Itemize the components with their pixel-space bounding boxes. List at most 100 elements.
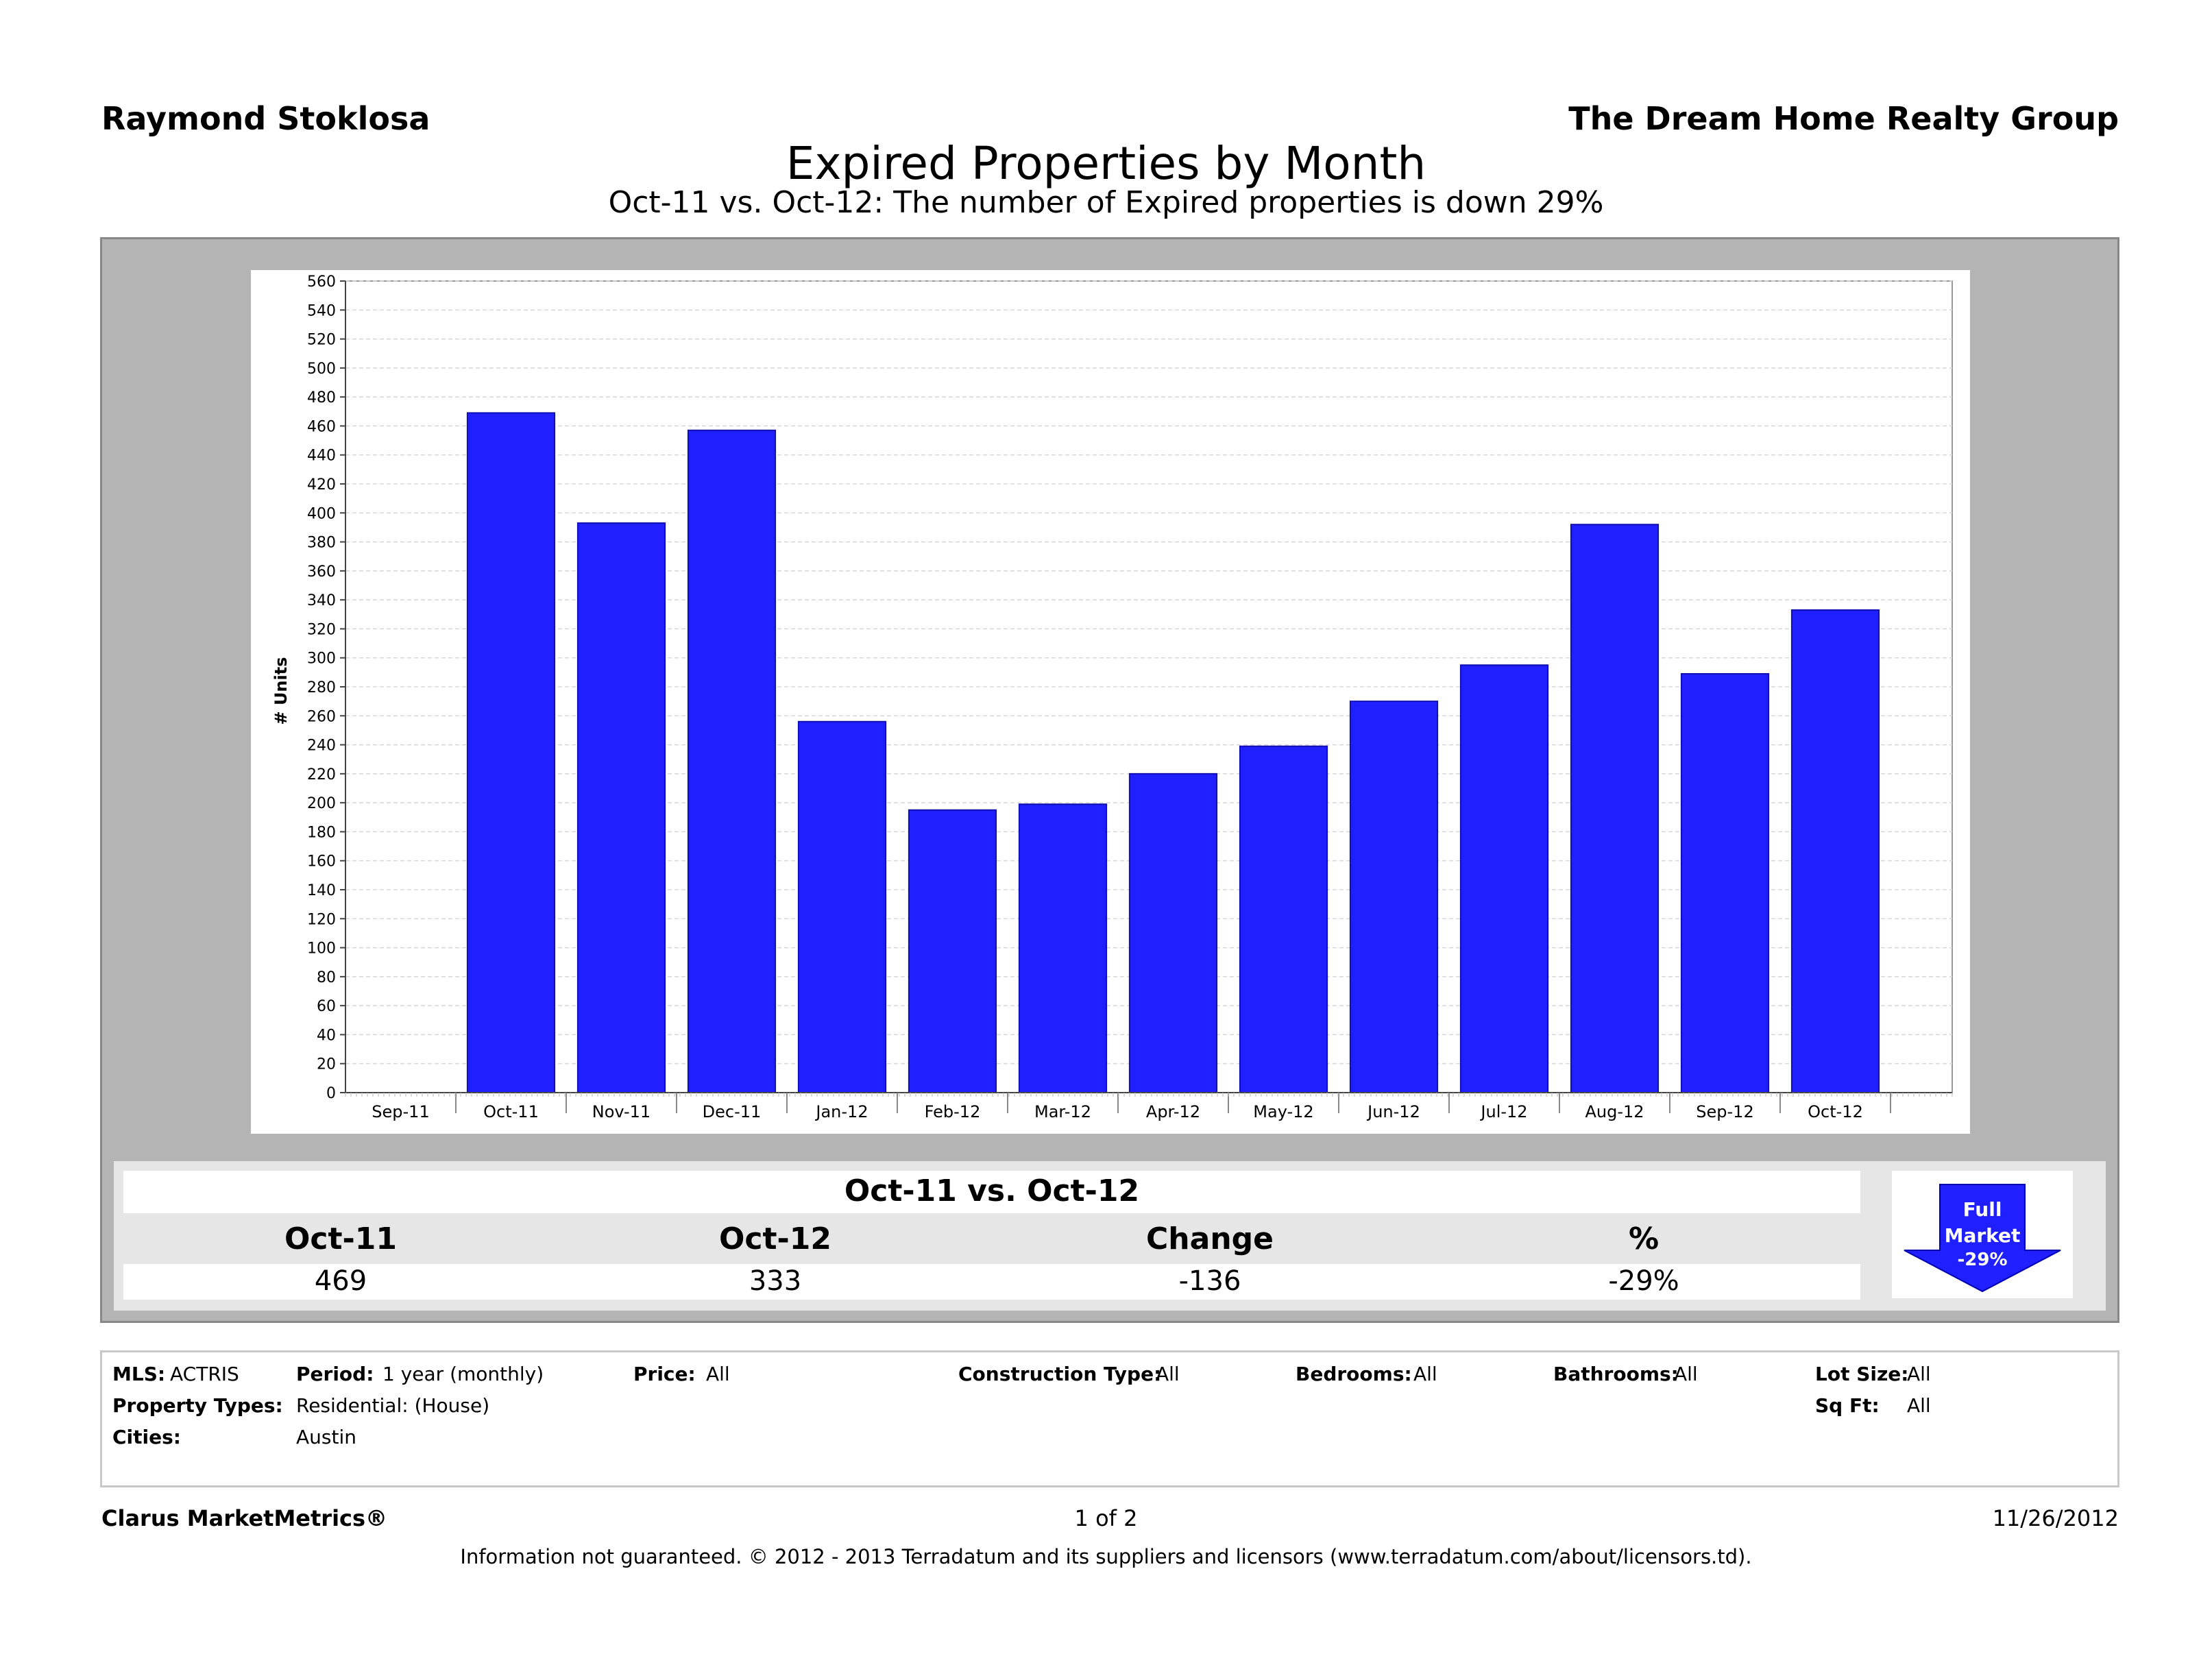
y-tick-label: 60 xyxy=(317,998,336,1015)
bar-nov-11 xyxy=(576,522,666,1094)
x-tick-label: Aug-12 xyxy=(1585,1102,1644,1121)
x-tick-label: Oct-11 xyxy=(483,1102,539,1121)
bar-chart: 0 20 40 60 80 100 120 140 160 180 200 220 240 260 280 3… xyxy=(251,270,1970,1134)
x-tick-label: Mar-12 xyxy=(1034,1102,1091,1121)
y-tick-label: 260 xyxy=(307,708,336,725)
x-tick-label: Jul-12 xyxy=(1479,1102,1527,1121)
bar-sep-12 xyxy=(1680,672,1770,1093)
bar-jul-12 xyxy=(1459,664,1549,1093)
y-tick-label: 540 xyxy=(307,302,336,319)
bar-aug-12 xyxy=(1570,524,1660,1093)
y-tick-label: 560 xyxy=(307,273,336,291)
y-tick-label: 180 xyxy=(307,824,336,841)
x-tick-label: Oct-12 xyxy=(1808,1102,1863,1121)
y-tick-label: 340 xyxy=(307,592,336,609)
y-tick-label: 80 xyxy=(317,969,336,986)
y-tick-label: 360 xyxy=(307,563,336,581)
full-market-badge: Full Market -29% xyxy=(1892,1171,2073,1298)
summary-value-change: -136 xyxy=(1178,1265,1241,1297)
x-tick-label: Nov-11 xyxy=(592,1102,651,1121)
x-tick-label: Apr-12 xyxy=(1146,1102,1200,1121)
bathrooms-label: Bathrooms: xyxy=(1553,1363,1679,1385)
bedrooms-value: All xyxy=(1413,1363,1437,1385)
y-tick-label: 40 xyxy=(317,1027,336,1044)
bar-jan-12 xyxy=(797,720,887,1093)
page-number: 1 of 2 xyxy=(1074,1505,1138,1531)
bar-apr-12 xyxy=(1128,773,1218,1093)
report-date: 11/26/2012 xyxy=(1992,1505,2119,1531)
y-tick-label: 240 xyxy=(307,738,336,755)
down-arrow-icon: Full Market -29% xyxy=(1904,1184,2061,1293)
mls-value: ACTRIS xyxy=(170,1363,239,1385)
chart-title: Expired Properties by Month xyxy=(786,137,1426,190)
cities-value: Austin xyxy=(296,1426,356,1448)
bar-feb-12 xyxy=(908,809,997,1093)
bar-mar-12 xyxy=(1018,803,1108,1093)
brand-name: Clarus MarketMetrics® xyxy=(101,1505,388,1531)
y-tick-label: 0 xyxy=(326,1085,336,1102)
bar-dec-11 xyxy=(687,429,777,1093)
lotsize-value: All xyxy=(1907,1363,1931,1385)
price-label: Price: xyxy=(633,1363,696,1385)
summary-value-start: 469 xyxy=(314,1265,367,1297)
y-tick-label: 460 xyxy=(307,418,336,435)
agent-name: Raymond Stoklosa xyxy=(101,100,430,137)
property-types-label: Property Types: xyxy=(112,1394,283,1417)
badge-line-3: -29% xyxy=(1957,1250,2007,1270)
x-tick-label: Feb-12 xyxy=(925,1102,981,1121)
company-name: The Dream Home Realty Group xyxy=(1568,100,2119,137)
summary-title: Oct-11 vs. Oct-12 xyxy=(844,1174,1140,1208)
bar-may-12 xyxy=(1239,745,1328,1094)
x-tick-label: Sep-12 xyxy=(1696,1102,1753,1121)
y-tick-label: 280 xyxy=(307,679,336,696)
sqft-label: Sq Ft: xyxy=(1815,1394,1880,1417)
y-tick-label: 320 xyxy=(307,621,336,638)
y-tick-label: 200 xyxy=(307,795,336,812)
sqft-value: All xyxy=(1907,1394,1931,1417)
y-tick-label: 160 xyxy=(307,853,336,871)
construction-value: All xyxy=(1156,1363,1180,1385)
bedrooms-label: Bedrooms: xyxy=(1296,1363,1412,1385)
y-tick-label: 140 xyxy=(307,882,336,899)
summary-value-end: 333 xyxy=(749,1265,802,1297)
property-types-value: Residential: (House) xyxy=(296,1394,490,1417)
y-tick-label: 220 xyxy=(307,766,336,783)
summary-title-row xyxy=(123,1171,1860,1213)
bar-oct-12 xyxy=(1790,609,1880,1093)
x-tick-label: Dec-11 xyxy=(703,1102,762,1121)
price-value: All xyxy=(706,1363,730,1385)
summary-header-percent: % xyxy=(1628,1221,1660,1256)
summary-header-change: Change xyxy=(1146,1221,1274,1256)
y-tick-label: 500 xyxy=(307,361,336,378)
criteria-box xyxy=(100,1350,2119,1487)
bar-jun-12 xyxy=(1349,701,1439,1093)
disclaimer: Information not guaranteed. © 2012 - 201… xyxy=(460,1545,1752,1568)
x-tick-label: Jun-12 xyxy=(1366,1102,1420,1121)
summary-header-start: Oct-11 xyxy=(284,1221,397,1256)
lotsize-label: Lot Size: xyxy=(1815,1363,1909,1385)
bathrooms-value: All xyxy=(1674,1363,1698,1385)
mls-label: MLS: xyxy=(112,1363,166,1385)
period-value: 1 year (monthly) xyxy=(382,1363,544,1385)
badge-line-1: Full xyxy=(1963,1198,2002,1221)
construction-label: Construction Type: xyxy=(958,1363,1162,1385)
y-tick-label: 300 xyxy=(307,650,336,668)
summary-value-row xyxy=(123,1264,1860,1300)
x-tick-label: Sep-11 xyxy=(372,1102,429,1121)
period-label: Period: xyxy=(296,1363,374,1385)
y-tick-label: 400 xyxy=(307,505,336,522)
chart-subtitle: Oct-11 vs. Oct-12: The number of Expired… xyxy=(608,185,1604,220)
y-tick-label: 120 xyxy=(307,911,336,928)
summary-value-percent: -29% xyxy=(1608,1265,1679,1297)
summary-header-end: Oct-12 xyxy=(718,1221,831,1256)
badge-line-2: Market xyxy=(1945,1224,2021,1247)
y-tick-label: 100 xyxy=(307,940,336,958)
y-tick-label: 420 xyxy=(307,476,336,494)
x-tick-label: Jan-12 xyxy=(814,1102,868,1121)
y-tick-label: 480 xyxy=(307,389,336,406)
bar-oct-11 xyxy=(466,412,556,1093)
y-tick-label: 520 xyxy=(307,332,336,349)
y-tick-label: 380 xyxy=(307,535,336,552)
cities-label: Cities: xyxy=(112,1426,181,1448)
y-tick-label: 440 xyxy=(307,448,336,465)
